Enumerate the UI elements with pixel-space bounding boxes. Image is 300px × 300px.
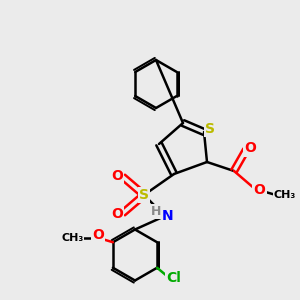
Text: O: O [254, 184, 266, 197]
Text: S: S [205, 122, 215, 136]
Text: O: O [244, 142, 256, 155]
Text: O: O [111, 208, 123, 221]
Text: H: H [151, 205, 161, 218]
Text: S: S [139, 188, 149, 202]
Text: O: O [92, 228, 104, 242]
Text: CH₃: CH₃ [274, 190, 296, 200]
Text: O: O [111, 169, 123, 182]
Text: N: N [162, 209, 174, 223]
Text: CH₃: CH₃ [61, 233, 83, 243]
Text: Cl: Cl [166, 271, 181, 285]
